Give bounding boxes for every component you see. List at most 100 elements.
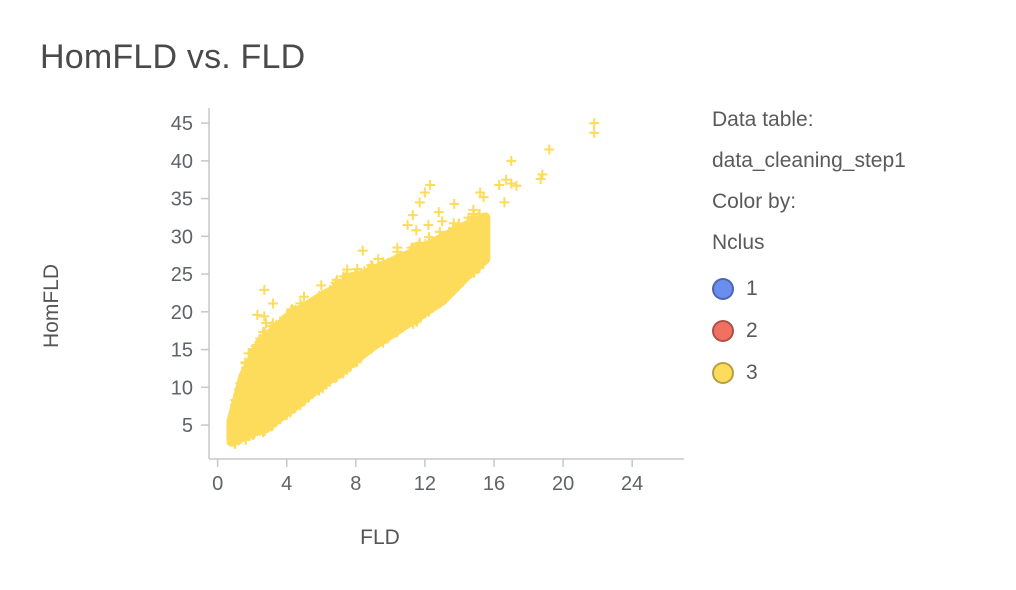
- legend-swatch-2: [712, 320, 734, 342]
- outlier-points: [229, 118, 600, 449]
- data-point: [261, 318, 271, 329]
- data-point: [316, 280, 327, 291]
- legend-entry-label: 3: [746, 361, 758, 384]
- data-point: [402, 220, 413, 230]
- band-edge-point: [359, 347, 370, 358]
- band-edge-point: [383, 332, 394, 343]
- band-edge-point: [296, 301, 307, 312]
- band-edge-point: [396, 251, 407, 262]
- axes: [208, 108, 684, 460]
- data-point: [535, 173, 546, 184]
- band-edge-point: [230, 395, 241, 406]
- band-edge-point: [390, 327, 401, 338]
- y-tick-label: 25: [171, 264, 193, 286]
- band-edge-point: [366, 343, 377, 354]
- legend-swatch-1: [712, 278, 734, 300]
- band-edge-point: [469, 267, 480, 278]
- data-point: [433, 207, 444, 218]
- legend-entry-label: 1: [746, 277, 758, 300]
- legend-entry-3[interactable]: 3: [712, 352, 1002, 394]
- legend-entry-1[interactable]: 1: [712, 268, 1002, 310]
- data-point: [259, 284, 270, 295]
- y-tick-label: 30: [171, 226, 193, 248]
- data-point: [243, 348, 254, 359]
- data-table-value: data_cleaning_step1: [712, 149, 906, 172]
- data-point: [499, 197, 510, 208]
- band-edge-point: [414, 312, 425, 323]
- band-edge-point: [275, 414, 286, 425]
- band-edge-point: [390, 254, 401, 265]
- band-edge-point: [267, 420, 278, 431]
- band-edge-point: [235, 377, 246, 388]
- band-edge-point: [259, 425, 270, 436]
- band-edge-point: [255, 333, 266, 344]
- band-edge-point: [331, 371, 342, 382]
- band-edge-point: [331, 275, 342, 286]
- data-point: [414, 197, 425, 208]
- band-edge-point: [424, 232, 435, 243]
- band-edge-point: [453, 280, 464, 291]
- x-tick-label: 16: [483, 473, 505, 495]
- band-edge-point: [338, 366, 349, 377]
- x-tick-label: 8: [350, 473, 361, 495]
- data-point: [411, 225, 422, 236]
- data-point: [511, 180, 522, 191]
- data-point: [423, 220, 434, 230]
- data-point: [259, 311, 270, 322]
- band-edge-point: [234, 384, 245, 395]
- band-edge-point: [296, 396, 307, 407]
- legend-entry-label: 2: [746, 319, 758, 342]
- data-point: [544, 144, 555, 155]
- band-edge-point: [259, 326, 270, 337]
- band-edge-point: [396, 323, 407, 334]
- band-edge-point: [378, 337, 389, 348]
- band-edge-point: [434, 298, 445, 309]
- data-point: [425, 179, 436, 190]
- tick-labels: 5 10 15 20 25 30 35 40 45 0 4 8 12 16 20 24: [171, 113, 644, 495]
- x-tick-label: 0: [212, 473, 223, 495]
- band-edge-point: [452, 224, 463, 235]
- band-edge-point: [350, 270, 361, 281]
- legend-entry-2[interactable]: 2: [712, 310, 1002, 352]
- band-edge-point: [313, 291, 324, 302]
- y-tick-label: 40: [171, 151, 193, 173]
- data-point: [240, 357, 251, 368]
- band-edge-point: [324, 285, 335, 296]
- color-by-value[interactable]: Nclus: [712, 231, 765, 254]
- legend-entries: 1 2 3: [712, 268, 1002, 394]
- y-tick-label: 45: [171, 113, 193, 135]
- y-axis-label: HomFLD: [40, 264, 63, 348]
- band-edge-point: [434, 232, 445, 243]
- y-tick-label: 10: [171, 377, 193, 399]
- x-axis-label: FLD: [360, 526, 400, 549]
- data-point: [537, 169, 548, 180]
- y-tick-label: 35: [171, 189, 193, 211]
- band-edge-point: [408, 318, 419, 329]
- dense-point-band: [226, 209, 491, 448]
- data-point: [299, 291, 309, 302]
- legend-swatch-3: [712, 362, 734, 384]
- data-point: [419, 187, 430, 198]
- data-point: [267, 298, 278, 309]
- legend-panel: Data table: data_cleaning_step1 Color by…: [712, 104, 1002, 394]
- y-tick-label: 5: [182, 415, 193, 437]
- data-point: [392, 242, 403, 253]
- y-tick-label: 15: [171, 340, 193, 362]
- x-tick-label: 4: [281, 473, 292, 495]
- band-edge-point: [324, 376, 335, 387]
- data-point: [357, 245, 368, 256]
- data-point: [407, 210, 418, 221]
- band-edge-point: [283, 309, 294, 320]
- chart-title: HomFLD vs. FLD: [40, 38, 306, 76]
- band-edge-point: [275, 316, 286, 327]
- band-edge-point: [463, 270, 474, 281]
- data-point: [252, 309, 263, 320]
- y-tick-label: 20: [171, 302, 193, 324]
- data-point: [250, 340, 261, 351]
- x-tick-label: 24: [621, 473, 643, 495]
- band-edge-point: [408, 242, 419, 253]
- band-edge-point: [424, 306, 435, 317]
- band-edge-point: [474, 209, 485, 220]
- band-edge-point: [249, 427, 260, 438]
- data-point: [373, 253, 384, 264]
